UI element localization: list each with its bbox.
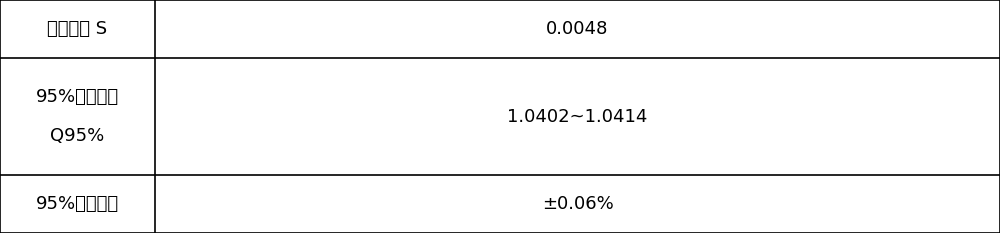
Text: 1.0402~1.0414: 1.0402~1.0414 xyxy=(507,107,648,126)
Text: 标准偏差 S: 标准偏差 S xyxy=(47,20,108,38)
Text: 0.0048: 0.0048 xyxy=(546,20,609,38)
Text: Q95%: Q95% xyxy=(50,127,105,145)
Text: ±0.06%: ±0.06% xyxy=(542,195,613,213)
Text: 95%置信界限: 95%置信界限 xyxy=(36,195,119,213)
Text: 95%置信区间: 95%置信区间 xyxy=(36,88,119,106)
